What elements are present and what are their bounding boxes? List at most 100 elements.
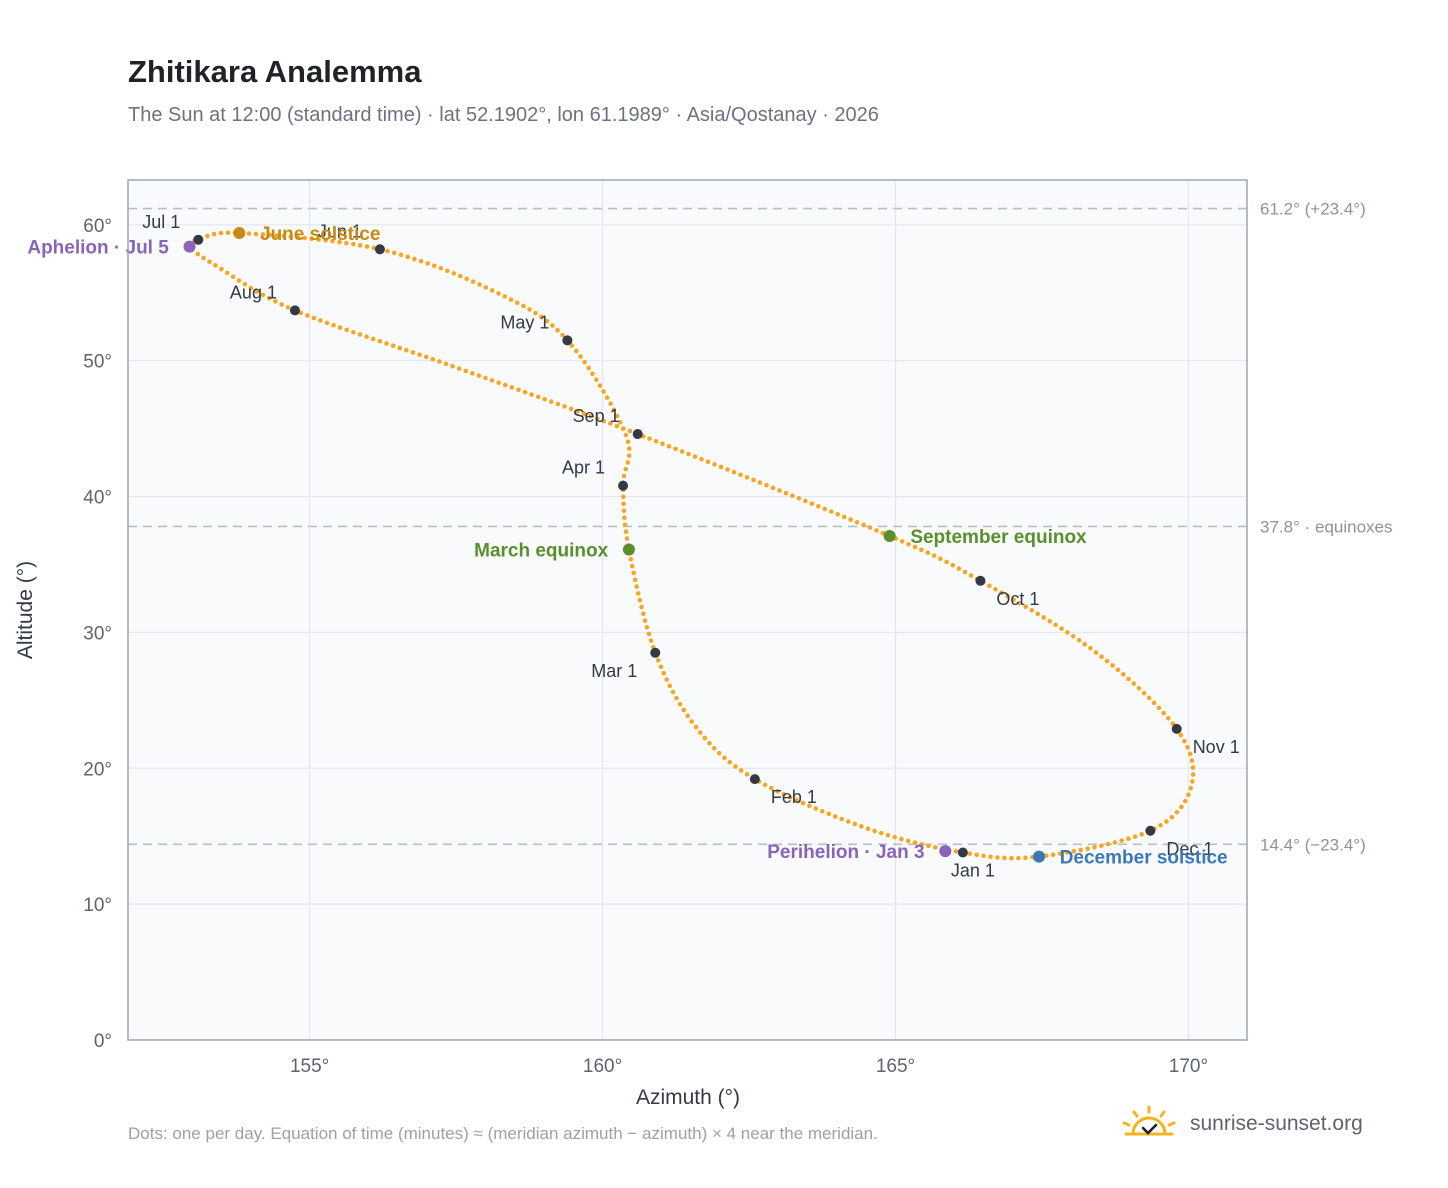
- daily-dot: [1110, 663, 1115, 668]
- daily-dot: [311, 315, 317, 321]
- daily-dot: [588, 413, 594, 419]
- daily-dot: [899, 836, 904, 842]
- daily-dot: [764, 482, 769, 488]
- daily-dot: [470, 371, 475, 376]
- daily-dot: [988, 854, 993, 860]
- daily-dot: [248, 285, 254, 291]
- month-marker: [650, 647, 661, 658]
- daily-dot: [266, 295, 272, 301]
- daily-dot: [738, 768, 744, 773]
- daily-dot: [1029, 607, 1035, 613]
- daily-dot: [1120, 672, 1126, 677]
- daily-dot: [445, 268, 450, 274]
- daily-dot: [962, 569, 968, 575]
- daily-dot: [211, 231, 217, 237]
- footnote: Dots: one per day. Equation of time (min…: [128, 1124, 878, 1143]
- daily-dot: [931, 553, 937, 558]
- daily-dot: [622, 522, 628, 528]
- daily-dot: [489, 288, 495, 293]
- daily-dot: [859, 824, 864, 829]
- daily-dot: [225, 230, 231, 236]
- daily-dot: [521, 303, 526, 309]
- daily-dot: [686, 451, 691, 457]
- daily-dot: [1190, 779, 1195, 784]
- daily-dot: [953, 849, 959, 854]
- daily-dot: [1188, 785, 1194, 791]
- daily-dot: [404, 347, 409, 353]
- month-label: Jan 1: [951, 861, 995, 881]
- daily-dot: [397, 345, 403, 351]
- daily-dot: [1017, 600, 1022, 606]
- daily-dot: [673, 446, 678, 452]
- daily-dot: [535, 394, 541, 400]
- daily-dot: [1035, 611, 1041, 617]
- daily-dot: [405, 254, 411, 260]
- daily-dot: [832, 814, 838, 819]
- daily-dot: [625, 460, 631, 465]
- daily-dot: [783, 490, 789, 496]
- daily-dot: [625, 439, 631, 445]
- daily-dot: [646, 631, 652, 637]
- daily-dot: [1169, 814, 1175, 820]
- daily-dot: [639, 604, 644, 610]
- daily-dot: [1158, 823, 1163, 828]
- month-label: Apr 1: [562, 458, 605, 478]
- daily-dot: [608, 401, 613, 406]
- y-tick-label: 50°: [83, 352, 112, 373]
- daily-dot: [725, 467, 730, 472]
- event-label: December solstice: [1060, 848, 1228, 869]
- event-marker: [883, 529, 896, 542]
- daily-dot: [418, 258, 424, 264]
- daily-dot: [1132, 834, 1138, 839]
- event-label: March equinox: [474, 541, 609, 562]
- daily-dot: [1174, 809, 1180, 815]
- daily-dot: [839, 816, 845, 822]
- daily-dot: [634, 584, 639, 589]
- daily-dot: [660, 441, 665, 447]
- daily-dot: [364, 334, 369, 340]
- event-markers: March equinox September equinox June solst…: [27, 224, 1227, 869]
- daily-dot: [1139, 832, 1144, 837]
- daily-dot: [370, 336, 376, 342]
- daily-dot: [674, 695, 679, 701]
- chart-subtitle: The Sun at 12:00 (standard time) · lat 5…: [128, 104, 879, 126]
- daily-dot: [974, 852, 979, 858]
- daily-dot: [431, 263, 437, 269]
- daily-dot: [581, 411, 587, 417]
- daily-dot: [661, 670, 667, 676]
- x-tick-label: 165°: [876, 1056, 915, 1077]
- daily-dot: [586, 365, 591, 371]
- daily-dot: [819, 808, 825, 814]
- daily-dot: [1005, 593, 1010, 599]
- daily-dot: [1047, 618, 1052, 624]
- daily-dot: [1093, 650, 1099, 655]
- daily-dot: [330, 238, 335, 244]
- daily-dot: [236, 278, 242, 283]
- daily-dot: [1156, 705, 1162, 711]
- daily-dot: [621, 426, 626, 431]
- daily-dot: [1043, 853, 1049, 858]
- daily-dot: [626, 453, 632, 458]
- event-marker: [183, 240, 196, 253]
- daily-dot: [604, 395, 610, 400]
- daily-dot: [670, 689, 676, 695]
- daily-dot: [533, 310, 538, 316]
- daily-dot: [1023, 855, 1028, 861]
- daily-dot: [626, 446, 632, 451]
- daily-dot: [555, 327, 560, 333]
- daily-dot: [933, 845, 938, 850]
- daily-dot: [502, 382, 508, 388]
- daily-dot: [716, 750, 722, 756]
- daily-dot: [350, 241, 356, 247]
- daily-dot: [398, 252, 404, 258]
- brand[interactable]: sunrise-sunset.org: [1120, 1102, 1363, 1146]
- daily-dot: [621, 501, 626, 507]
- daily-dot: [295, 234, 301, 240]
- daily-dot: [1182, 738, 1187, 744]
- daily-dot: [1059, 626, 1064, 631]
- month-marker: [289, 305, 300, 316]
- daily-dot: [800, 800, 806, 806]
- daily-dot: [987, 583, 992, 589]
- month-markers: Jan 1 Feb 1 Mar 1 Apr 1 May 1 Jun 1 Jul 1 Aug 1…: [142, 212, 1239, 881]
- daily-dot: [344, 327, 350, 333]
